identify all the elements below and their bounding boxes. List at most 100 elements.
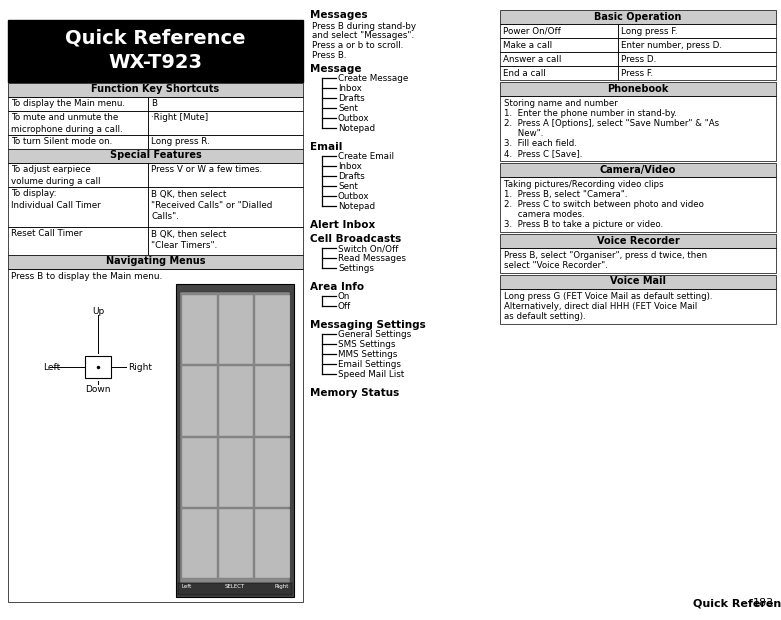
Text: Message: Message [310,64,362,74]
Text: select "Voice Recorder".: select "Voice Recorder". [504,261,608,270]
Bar [8,20,303,82]
Text: 2.  Press A [Options], select "Save Number" & "As: 2. Press A [Options], select "Save Numbe… [504,119,719,128]
Text: Press D.: Press D. [621,55,656,63]
Text: Press B to display the Main menu.: Press B to display the Main menu. [11,272,162,281]
Text: Special Features: Special Features [109,151,201,161]
Text: Read Messages: Read Messages [338,254,406,263]
Bar [500,66,618,80]
Text: Press B.: Press B. [312,50,347,60]
Bar [500,177,776,232]
Text: SMS Settings: SMS Settings [338,340,395,349]
Bar [255,366,290,435]
Text: and select "Messages".: and select "Messages". [312,32,414,40]
Text: Taking pictures/Recording video clips: Taking pictures/Recording video clips [504,180,664,189]
Bar [8,149,303,163]
Bar [178,583,292,595]
Text: Enter number, press D.: Enter number, press D. [621,40,722,50]
Bar [8,135,148,149]
Text: 1.  Press B, select "Camera".: 1. Press B, select "Camera". [504,190,627,199]
Text: To turn Silent mode on.: To turn Silent mode on. [11,138,112,146]
Text: camera modes.: camera modes. [504,210,585,219]
Bar [500,38,618,52]
Text: Long press R.: Long press R. [151,138,210,146]
Text: Alternatively, direct dial HHH (FET Voice Mail: Alternatively, direct dial HHH (FET Voic… [504,302,697,311]
Bar [500,163,776,177]
Text: Inbox: Inbox [338,162,362,171]
Text: Sent: Sent [338,104,358,113]
Text: Messages: Messages [310,10,368,20]
Bar [148,97,303,111]
Text: Press B, select "Organiser", press d twice, then: Press B, select "Organiser", press d twi… [504,251,707,260]
Bar [8,255,303,269]
Text: Create Email: Create Email [338,152,394,161]
Text: Right: Right [275,584,289,589]
Text: Notepad: Notepad [338,124,375,133]
Text: Answer a call: Answer a call [503,55,562,63]
Text: Drafts: Drafts [338,172,365,181]
Bar [8,97,148,111]
Bar [500,248,776,273]
Text: Email: Email [310,142,342,152]
Bar [148,135,303,149]
Bar [182,509,216,578]
Text: Alert Inbox: Alert Inbox [310,220,375,230]
Bar [148,227,303,255]
Text: 4.  Press C [Save].: 4. Press C [Save]. [504,149,583,158]
Bar [176,284,294,597]
Text: Email Settings: Email Settings [338,360,401,369]
Bar [148,111,303,135]
Bar [618,66,776,80]
Text: as default setting).: as default setting). [504,312,586,321]
Text: Camera/Video: Camera/Video [600,164,676,174]
Text: Right: Right [128,363,152,372]
Text: Settings: Settings [338,264,374,273]
Text: Press a or b to scroll.: Press a or b to scroll. [312,41,403,50]
Text: Phonebook: Phonebook [608,84,669,94]
Text: Speed Mail List: Speed Mail List [338,370,405,379]
Text: New".: New". [504,129,544,138]
Bar [618,24,776,38]
Text: Voice Recorder: Voice Recorder [597,236,679,246]
Text: To display:
Individual Call Timer: To display: Individual Call Timer [11,190,101,210]
Bar [182,295,216,365]
Bar [8,163,148,187]
Text: To mute and unmute the
microphone during a call.: To mute and unmute the microphone during… [11,113,123,133]
Bar [500,234,776,248]
Bar [219,438,253,507]
Text: Quick Reference: Quick Reference [693,598,781,608]
Text: Outbox: Outbox [338,114,369,123]
Bar [219,509,253,578]
Text: Outbox: Outbox [338,192,369,201]
Text: Long press F.: Long press F. [621,27,677,35]
Bar [85,356,111,378]
Text: Notepad: Notepad [338,202,375,211]
Bar [500,289,776,324]
Text: Voice Mail: Voice Mail [610,277,666,286]
Bar [500,275,776,289]
Text: Down: Down [85,385,111,394]
Bar [219,366,253,435]
Text: Sent: Sent [338,182,358,191]
Bar [618,52,776,66]
Text: 1.  Enter the phone number in stand-by.: 1. Enter the phone number in stand-by. [504,109,677,118]
Text: B QK, then select
"Received Calls" or "Dialled
Calls".: B QK, then select "Received Calls" or "D… [151,190,273,221]
Text: Make a call: Make a call [503,40,552,50]
Bar [255,509,290,578]
Text: Navigating Menus: Navigating Menus [105,257,205,267]
Bar [148,163,303,187]
Bar [180,292,290,583]
Text: Messaging Settings: Messaging Settings [310,320,426,330]
Text: Press F.: Press F. [621,68,653,78]
Bar [8,187,148,227]
Text: SELECT: SELECT [225,584,245,589]
Bar [255,438,290,507]
Text: Long press G (FET Voice Mail as default setting).: Long press G (FET Voice Mail as default … [504,292,712,301]
Text: Storing name and number: Storing name and number [504,99,618,108]
Bar [500,96,776,161]
Text: B: B [151,99,157,108]
Bar [8,83,303,97]
Bar [618,38,776,52]
Text: Up: Up [92,307,104,316]
Text: Drafts: Drafts [338,94,365,103]
Text: Inbox: Inbox [338,84,362,93]
